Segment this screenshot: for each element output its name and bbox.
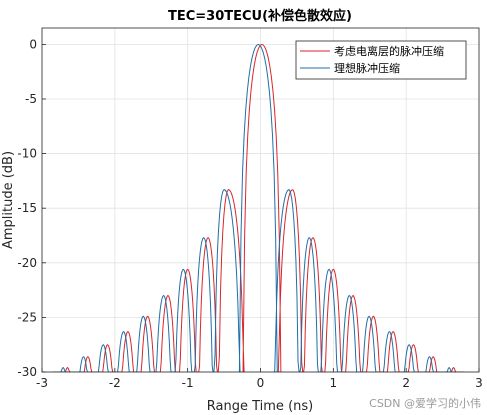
series-layer <box>52 43 464 372</box>
legend: 考虑电离层的脉冲压缩 理想脉冲压缩 <box>295 40 467 80</box>
y-axis-label: Amplitude (dB) <box>1 151 16 249</box>
chart-title: TEC=30TECU(补偿色散效应) <box>168 8 352 24</box>
axis-ticks: -3 -2 -1 0 1 2 30-5-10-15-20-25-30 <box>17 37 482 390</box>
y-tick-label: 0 <box>29 37 37 51</box>
x-tick-label: -1 <box>182 376 194 390</box>
x-tick-label: 3 <box>475 376 483 390</box>
y-tick-label: -5 <box>25 92 37 106</box>
watermark-text: CSDN @爱学习的小伟 <box>369 397 481 410</box>
x-axis-label: Range Time (ns) <box>207 399 313 414</box>
x-tick-label: 1 <box>330 376 338 390</box>
x-tick-label: 0 <box>257 376 265 390</box>
legend-box <box>295 40 467 80</box>
legend-label-series-2: 理想脉冲压缩 <box>334 61 400 75</box>
series-line-2 <box>52 43 459 372</box>
legend-label-series-1: 考虑电离层的脉冲压缩 <box>334 44 444 58</box>
y-tick-label: -25 <box>17 310 37 324</box>
x-tick-label: -3 <box>36 376 48 390</box>
y-tick-label: -10 <box>17 147 37 161</box>
y-tick-label: -20 <box>17 256 37 270</box>
x-tick-label: 2 <box>402 376 410 390</box>
x-tick-label: -2 <box>109 376 121 390</box>
series-line-1 <box>57 43 464 372</box>
y-tick-label: -15 <box>17 201 37 215</box>
y-tick-label: -30 <box>17 365 37 379</box>
